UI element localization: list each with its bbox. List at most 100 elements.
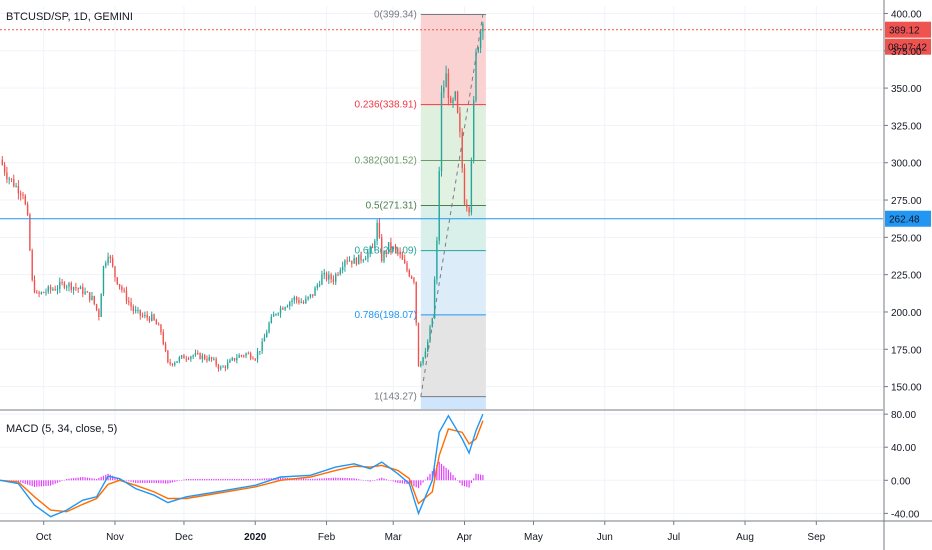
macd-histogram-bar [277,477,279,481]
macd-histogram-bar [15,480,17,482]
macd-histogram-bar [296,478,298,481]
macd-histogram-bar [98,477,100,481]
candle-body [137,309,139,311]
macd-histogram-bar [217,478,220,481]
macd-histogram-bar [415,480,417,488]
macd-histogram-bar [86,477,88,481]
candle-body [477,47,479,52]
horizontal-lines[interactable]: 262.48 389.12 08:07:42 [0,21,931,227]
macd-histogram-bar [210,478,213,481]
fibonacci-retracement[interactable]: 0(399.34) 0.236(338.91) 0.382(301.52) 0.5(2… [355,9,486,409]
macd-histogram-bar [40,480,42,487]
macd-histogram-bar [29,480,31,486]
fib-level-label: 1(143.27) [374,392,417,403]
macd-histogram-bar [151,480,153,483]
macd-histogram-bar [397,480,399,483]
candle-body [348,260,351,262]
macd-histogram-bar [236,478,238,481]
candle-body [134,309,137,312]
candle-body [335,274,337,282]
price-tick-label: 175.00 [891,345,922,356]
candle-body [240,355,243,357]
candle-body [470,159,473,213]
candle-body [325,272,328,280]
candle-body [344,260,346,267]
candle-body [376,222,378,241]
macd-histogram-bar [420,480,422,486]
macd-histogram-bar [59,480,61,482]
macd-histogram-bar [49,480,52,486]
candle-body [13,178,15,187]
candle-body [84,291,86,294]
candle-body [282,308,284,310]
candle-body [461,131,463,169]
candle-body [151,314,153,321]
macd-histogram-bar [394,480,397,483]
macd-histogram-bar [91,478,93,481]
candle-body [383,251,385,262]
candle-body [318,284,321,286]
macd-histogram-bar [367,480,369,482]
macd-histogram-bar [411,480,413,486]
macd-histogram-bar [190,478,192,481]
candle-body [314,287,316,296]
macd-histogram-bar [266,478,268,481]
candle-body [42,292,45,294]
macd-histogram-bar [447,469,449,481]
candle-body [358,254,360,265]
candle-body [424,351,427,358]
candle-body [169,362,171,364]
macd-histogram-bar [224,478,226,481]
macd-histogram-bar [158,480,160,484]
macd-histogram-bar [443,465,445,481]
candle-body [238,355,240,358]
macd-line [0,413,484,518]
price-tick-label: 225.00 [891,271,922,282]
macd-histogram-bar [328,478,330,481]
candle-body [332,279,335,282]
macd-histogram-bar [417,480,420,489]
candle-body [337,274,339,276]
price-tick-label: 150.00 [891,383,922,394]
candle-body [155,320,158,325]
candle-body [330,274,332,280]
macd-histogram-bar [250,478,252,481]
candle-body [279,308,282,314]
time-tick-label: Oct [36,532,52,543]
macd-histogram-bar [137,480,139,483]
fib-trend-line [420,14,484,397]
macd-histogram-bar [374,480,376,481]
candle-body [277,313,279,315]
candle-body [63,282,66,288]
macd-histogram-bar [20,480,22,483]
candle-body [59,282,61,289]
macd-histogram-bar [199,478,201,481]
fib-level-label: 0(399.34) [374,9,417,20]
macd-histogram-bar [392,480,394,482]
macd-histogram-bar [401,480,404,484]
macd-histogram-bar [146,480,148,483]
candle-body [183,355,185,359]
candle-body [224,366,227,368]
countdown-badge [885,38,931,55]
candle-body [387,242,390,253]
candle-body [298,299,300,303]
grid-layer [0,6,883,520]
macd-histogram-bar [424,479,427,481]
macd-histogram-bar [413,480,415,487]
candle-body [392,246,394,250]
macd-histogram-bar [227,478,229,481]
candle-body [243,355,245,357]
time-tick-label: Mar [385,532,403,543]
price-badge-label: 262.48 [889,215,920,226]
candle-body [353,258,355,264]
candle-body [415,281,417,323]
candle-body [256,351,259,360]
macd-histogram-bar [43,480,45,487]
candle-body [263,337,266,342]
candle-body [22,194,24,196]
candle-body [381,237,383,262]
macd-histogram-bar [307,478,309,481]
macd-histogram-bar [355,478,358,481]
